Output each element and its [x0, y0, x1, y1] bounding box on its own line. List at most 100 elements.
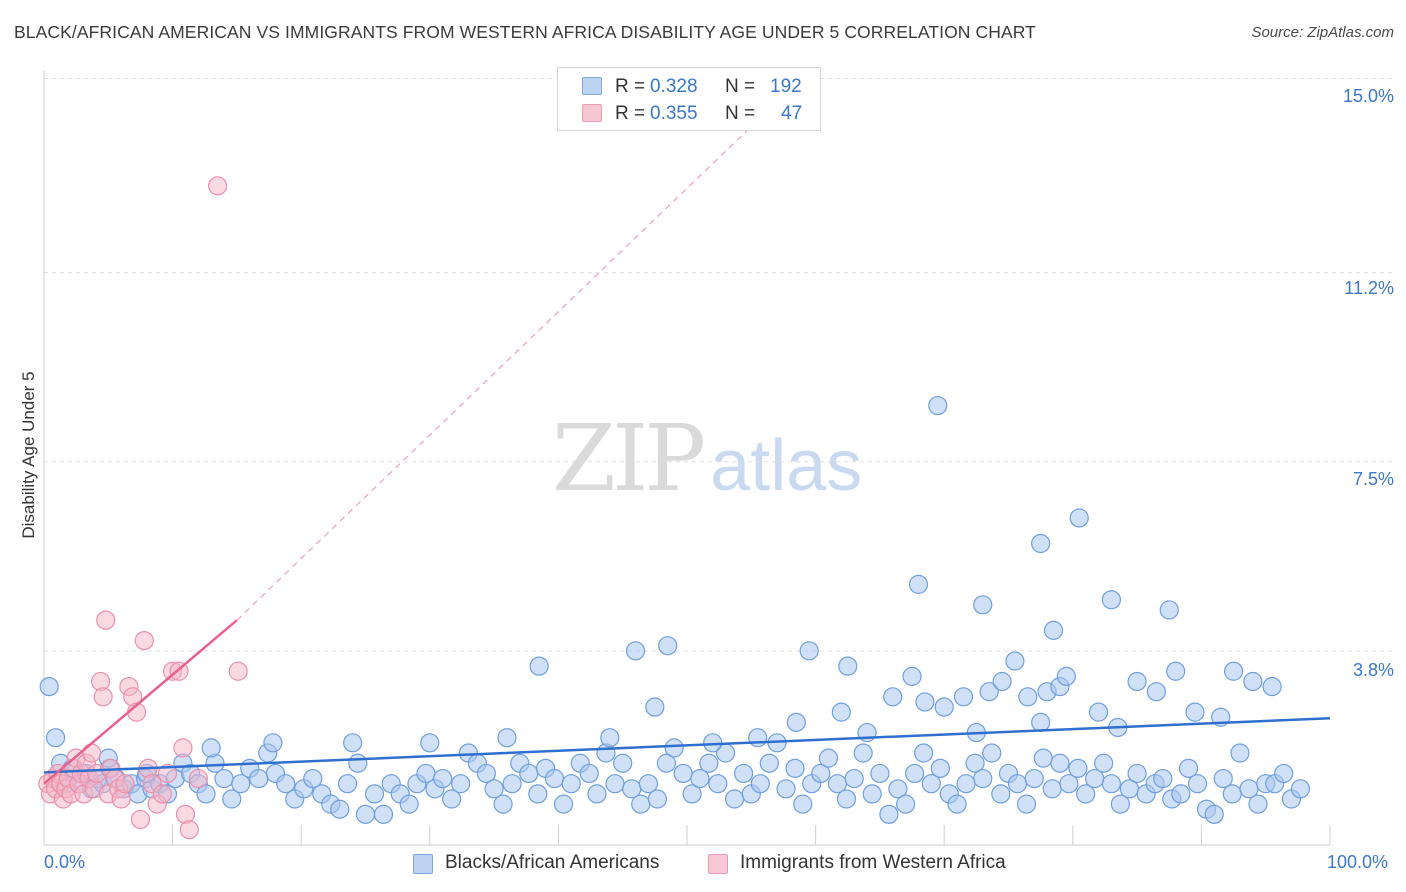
- data-point-black-african-american: [902, 666, 922, 686]
- data-point-black-african-american: [759, 753, 779, 773]
- data-point-black-african-american: [750, 774, 770, 794]
- data-point-black-african-american: [1171, 784, 1191, 804]
- data-point-black-african-american: [658, 636, 678, 656]
- data-point-black-african-american: [1230, 743, 1250, 763]
- bottom-legend-swatch-blue: [413, 854, 433, 874]
- data-point-black-african-american: [1178, 758, 1199, 778]
- data-point-black-african-american: [1007, 774, 1028, 794]
- data-point-western-africa-immigrant: [179, 820, 199, 840]
- data-point-black-african-american: [1127, 763, 1147, 784]
- data-point-black-african-american: [502, 774, 522, 794]
- data-point-black-african-american: [811, 763, 831, 784]
- data-point-black-african-american: [1274, 763, 1294, 784]
- data-point-black-african-american: [870, 763, 890, 784]
- data-point-black-african-american: [420, 733, 440, 753]
- data-point-black-african-american: [1024, 768, 1044, 789]
- data-point-western-africa-immigrant: [130, 809, 151, 830]
- data-point-black-african-american: [1033, 748, 1053, 768]
- legend-n-value: 47: [781, 103, 803, 124]
- data-point-black-african-american: [656, 753, 677, 773]
- data-point-black-african-american: [1262, 676, 1282, 697]
- data-point-western-africa-immigrant: [188, 768, 208, 789]
- data-point-black-african-american: [690, 768, 710, 789]
- data-point-black-african-american: [930, 758, 950, 778]
- data-point-black-african-american: [1290, 779, 1311, 799]
- data-point-black-african-american: [605, 774, 625, 794]
- data-point-black-african-american: [776, 779, 796, 799]
- data-point-black-african-american: [965, 753, 985, 773]
- data-point-black-african-american: [399, 794, 419, 814]
- data-point-black-african-american: [214, 768, 234, 789]
- data-point-black-african-american: [888, 779, 908, 799]
- y-axis-label: Disability Age Under 5: [19, 371, 38, 539]
- data-point-black-african-american: [343, 733, 363, 753]
- data-point-black-african-american: [1059, 774, 1079, 794]
- data-point-black-african-american: [484, 779, 504, 799]
- data-point-black-african-american: [905, 763, 925, 784]
- watermark-atlas: atlas: [710, 426, 863, 506]
- data-point-black-african-american: [330, 799, 350, 819]
- data-point-black-african-american: [645, 697, 665, 717]
- data-point-black-african-american: [1043, 620, 1064, 640]
- data-point-black-african-american: [303, 768, 323, 789]
- data-point-black-african-american: [1248, 794, 1268, 814]
- legend-n-label: N =: [725, 76, 756, 97]
- data-point-black-african-american: [337, 774, 358, 794]
- data-point-black-african-american: [579, 763, 599, 784]
- data-point-black-african-american: [451, 774, 471, 794]
- data-point-black-african-american: [1187, 774, 1208, 794]
- data-point-black-african-american: [1094, 753, 1114, 773]
- data-point-black-african-american: [664, 738, 684, 758]
- data-point-black-african-american: [529, 656, 549, 676]
- data-point-black-african-american: [982, 743, 1002, 763]
- data-point-black-african-american: [1088, 702, 1109, 722]
- data-point-black-african-american: [1213, 768, 1233, 789]
- data-point-black-african-american: [991, 784, 1011, 804]
- data-point-western-africa-immigrant: [93, 687, 113, 707]
- data-point-black-african-american: [497, 728, 517, 748]
- source-label: Source: ZipAtlas.com: [1251, 24, 1394, 41]
- data-point-black-african-american: [699, 753, 719, 773]
- data-point-black-african-american: [786, 712, 806, 732]
- data-point-black-african-american: [1127, 671, 1147, 692]
- data-point-black-african-american: [528, 784, 548, 804]
- data-point-black-african-american: [1056, 666, 1076, 686]
- data-point-black-african-american: [956, 774, 976, 794]
- y-tick-label: 15.0%: [1342, 86, 1394, 106]
- data-point-black-african-american: [708, 774, 728, 794]
- data-point-western-africa-immigrant: [152, 784, 172, 804]
- data-point-black-african-american: [553, 794, 574, 814]
- data-point-black-african-american: [844, 768, 864, 789]
- data-point-black-african-american: [908, 574, 929, 594]
- data-point-western-africa-immigrant: [115, 774, 135, 794]
- data-point-black-african-american: [973, 595, 993, 615]
- data-point-black-african-american: [493, 794, 513, 814]
- data-point-black-african-american: [1243, 671, 1263, 692]
- data-point-black-african-american: [1018, 687, 1038, 707]
- data-point-black-african-american: [638, 774, 659, 794]
- data-point-black-african-american: [196, 784, 216, 804]
- data-point-black-african-american: [600, 728, 620, 748]
- data-point-black-african-american: [364, 784, 385, 804]
- data-point-western-africa-immigrant: [96, 610, 116, 630]
- data-point-black-african-american: [947, 794, 967, 814]
- data-point-black-african-american: [1146, 682, 1166, 702]
- bottom-legend-label: Immigrants from Western Africa: [740, 852, 1006, 873]
- data-point-black-african-american: [785, 758, 805, 778]
- data-point-black-african-american: [1031, 712, 1051, 732]
- data-point-black-african-american: [953, 687, 974, 707]
- y-tick-label: 11.2%: [1344, 278, 1394, 298]
- data-point-black-african-american: [915, 692, 935, 712]
- chart-title: BLACK/AFRICAN AMERICAN VS IMMIGRANTS FRO…: [14, 22, 1036, 42]
- legend-r-value: 0.355: [650, 103, 698, 124]
- data-point-black-african-american: [1068, 758, 1088, 778]
- data-point-black-african-american: [231, 774, 251, 794]
- data-point-black-african-american: [879, 804, 899, 824]
- data-point-black-african-american: [1050, 753, 1070, 773]
- data-point-black-african-american: [1076, 784, 1096, 804]
- data-point-black-african-american: [1153, 768, 1173, 789]
- data-point-black-african-american: [921, 774, 941, 794]
- data-point-black-african-american: [862, 784, 882, 804]
- data-point-black-african-american: [973, 768, 993, 789]
